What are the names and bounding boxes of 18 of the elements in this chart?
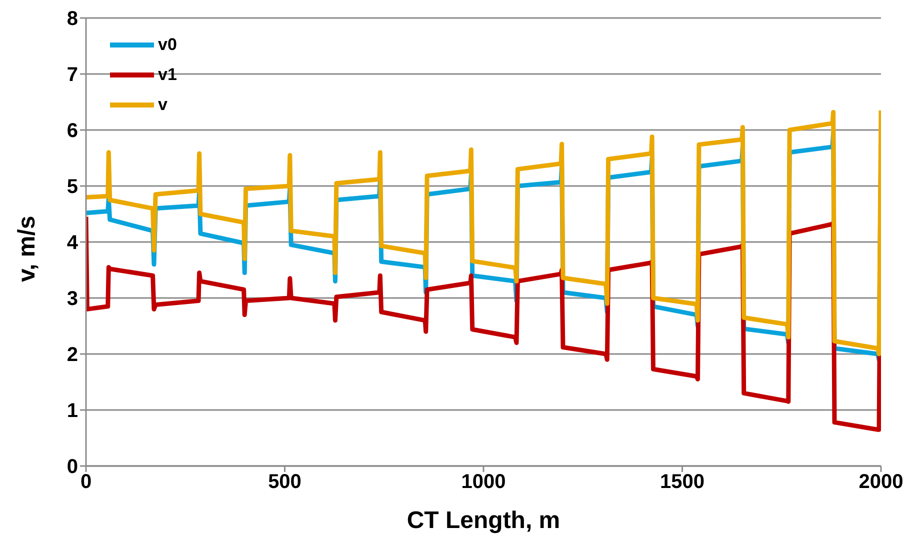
y-tick-label: 2 <box>66 344 78 366</box>
y-tick-label: 0 <box>66 456 78 478</box>
y-tick-label: 8 <box>66 8 78 30</box>
y-tick-label: 5 <box>66 176 78 198</box>
x-tick-label: 2000 <box>858 471 904 494</box>
y-tick-label: 1 <box>66 400 78 422</box>
y-tick-label: 6 <box>66 120 78 142</box>
y-tick-label: 3 <box>66 288 78 310</box>
y-tick-label: 7 <box>66 64 78 86</box>
y-axis-title: v, m/s <box>14 216 41 282</box>
x-tick-label: 1000 <box>461 471 506 494</box>
y-tick-label: 4 <box>66 232 79 254</box>
legend-label: v <box>158 95 168 115</box>
legend-label: v0 <box>158 35 177 55</box>
legend-label: v1 <box>158 65 177 85</box>
x-tick-label: 500 <box>268 471 302 494</box>
x-tick-label: 1500 <box>660 471 704 494</box>
x-axis-title: CT Length, m <box>406 507 560 534</box>
